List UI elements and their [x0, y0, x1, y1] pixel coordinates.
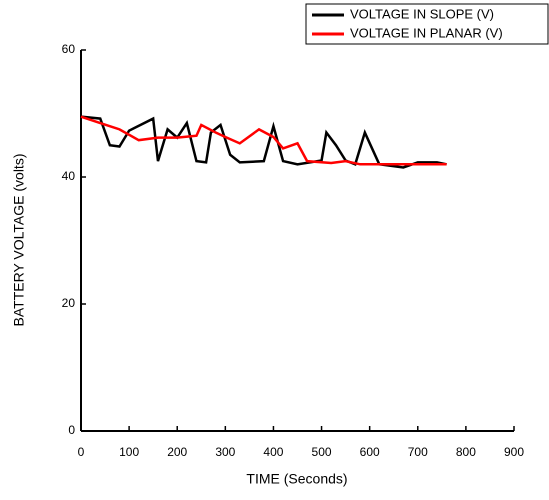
x-tick-label: 800 [456, 445, 476, 459]
legend-box [305, 3, 549, 45]
x-tick-label: 400 [263, 445, 283, 459]
x-tick-label: 700 [408, 445, 428, 459]
y-tick-label: 20 [62, 296, 76, 310]
y-tick-label: 0 [68, 423, 75, 437]
x-tick-label: 300 [215, 445, 235, 459]
x-tick-label: 500 [312, 445, 332, 459]
legend-label: VOLTAGE IN PLANAR (V) [350, 25, 503, 40]
y-tick-label: 60 [62, 42, 76, 56]
x-axis-label: TIME (Seconds) [246, 471, 347, 487]
data-line [80, 115, 447, 166]
x-tick-label: 0 [78, 445, 85, 459]
data-line [80, 115, 447, 169]
legend-label: VOLTAGE IN SLOPE (V) [350, 6, 494, 21]
x-tick-label: 200 [167, 445, 187, 459]
x-tick-label: 100 [119, 445, 139, 459]
x-tick-label: 600 [360, 445, 380, 459]
x-tick-label: 900 [504, 445, 524, 459]
y-axis-label: BATTERY VOLTAGE (volts) [11, 154, 27, 327]
y-tick-label: 40 [62, 169, 76, 183]
